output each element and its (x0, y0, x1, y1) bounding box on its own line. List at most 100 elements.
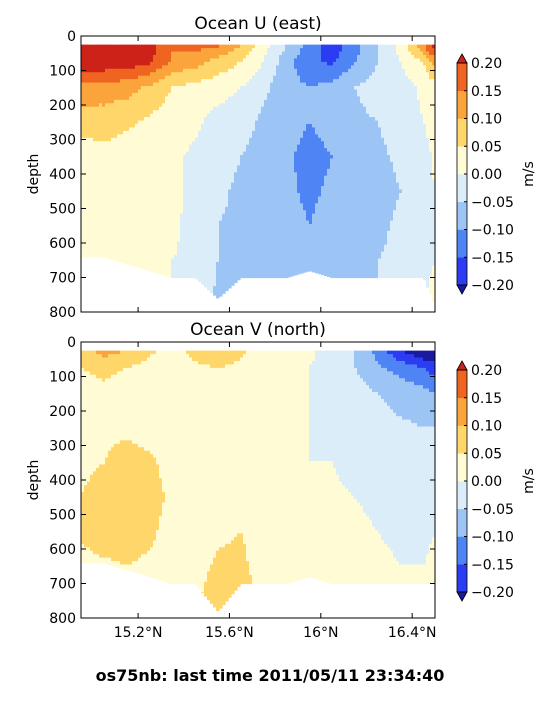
contour-cell (162, 61, 166, 66)
contour-cell (264, 234, 268, 239)
contour-cell (81, 82, 85, 87)
contour-cell (288, 161, 292, 166)
contour-cell (135, 206, 139, 211)
contour-cell (150, 217, 154, 222)
contour-cell (219, 275, 223, 280)
contour-cell (162, 248, 166, 253)
contour-cell (288, 206, 292, 211)
contour-cell (162, 265, 166, 270)
contour-cell (261, 251, 265, 256)
contour-cell (246, 241, 250, 246)
contour-cell (180, 48, 184, 53)
contour-cell (201, 182, 205, 187)
contour-cell (162, 134, 166, 139)
contour-cell (291, 206, 295, 211)
contour-cell (282, 237, 286, 242)
contour-cell (219, 189, 223, 194)
contour-cell (222, 89, 226, 94)
contour-cell (246, 203, 250, 208)
contour-cell (150, 251, 154, 256)
contour-cell (147, 265, 151, 270)
contour-cell (120, 186, 124, 191)
contour-cell (135, 106, 139, 111)
contour-cell (246, 82, 250, 87)
contour-cell (114, 75, 118, 80)
contour-cell (273, 106, 277, 111)
contour-cell (162, 96, 166, 101)
contour-cell (195, 168, 199, 173)
contour-cell (204, 134, 208, 139)
contour-cell (126, 234, 130, 239)
contour-cell (87, 130, 91, 135)
contour-cell (297, 58, 301, 63)
contour-cell (303, 168, 307, 173)
contour-cell (300, 199, 304, 204)
contour-cell (147, 137, 151, 142)
contour-cell (237, 210, 241, 215)
contour-cell (195, 161, 199, 166)
contour-cell (117, 196, 121, 201)
contour-cell (237, 251, 241, 256)
contour-cell (234, 241, 238, 246)
contour-cell (108, 237, 112, 242)
contour-cell (294, 155, 298, 160)
contour-cell (285, 220, 289, 225)
contour-cell (81, 234, 85, 239)
contour-cell (216, 155, 220, 160)
contour-cell (294, 165, 298, 170)
contour-cell (264, 96, 268, 101)
contour-cell (177, 165, 181, 170)
contour-cell (168, 72, 172, 77)
contour-cell (156, 261, 160, 267)
contour-cell (159, 199, 163, 204)
contour-cell (255, 230, 259, 235)
contour-cell (99, 61, 103, 66)
contour-cell (270, 79, 274, 84)
contour-cell (207, 265, 211, 270)
contour-cell (120, 61, 124, 66)
contour-cell (99, 144, 103, 149)
contour-cell (189, 196, 193, 201)
contour-cell (219, 155, 223, 160)
contour-cell (162, 199, 166, 204)
contour-cell (120, 106, 124, 111)
contour-cell (297, 272, 301, 275)
contour-cell (180, 186, 184, 191)
contour-cell (132, 161, 136, 166)
contour-cell (168, 158, 172, 163)
contour-cell (201, 155, 205, 160)
contour-cell (216, 44, 220, 49)
contour-cell (234, 68, 238, 73)
contour-cell (261, 213, 265, 218)
contour-cell (162, 237, 166, 242)
contour-cell (162, 51, 166, 56)
contour-cell (180, 79, 184, 84)
contour-cell (96, 144, 100, 149)
contour-cell (249, 272, 253, 277)
contour-cell (117, 137, 121, 142)
contour-cell (243, 192, 247, 198)
contour-cell (177, 148, 181, 153)
contour-cell (246, 175, 250, 180)
contour-cell (96, 220, 100, 225)
contour-cell (288, 158, 292, 163)
contour-cell (297, 196, 301, 201)
contour-cell (126, 99, 130, 104)
contour-cell (153, 192, 157, 198)
contour-cell (84, 182, 88, 187)
contour-cell (288, 141, 292, 146)
contour-cell (213, 192, 217, 198)
contour-cell (180, 165, 184, 170)
contour-cell (237, 189, 241, 194)
contour-cell (93, 110, 97, 115)
contour-cell (243, 196, 247, 201)
contour-cell (285, 113, 289, 118)
contour-cell (291, 72, 295, 77)
contour-cell (174, 110, 178, 115)
contour-cell (252, 106, 256, 111)
contour-cell (195, 227, 199, 232)
contour-cell (120, 158, 124, 163)
contour-cell (165, 175, 169, 180)
contour-cell (186, 199, 190, 204)
contour-cell (195, 172, 199, 177)
